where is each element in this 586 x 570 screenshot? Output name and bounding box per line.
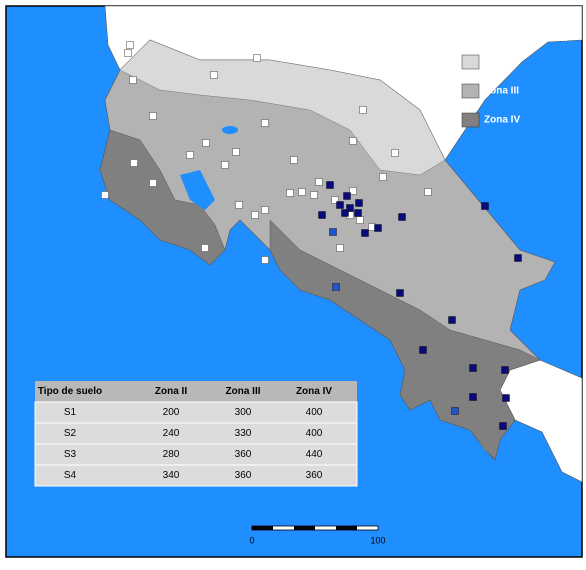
station-marker xyxy=(329,228,337,236)
station-marker xyxy=(126,41,134,49)
soil-table: Tipo de suelo Zona II Zona III Zona IV S1 200… xyxy=(34,381,358,487)
station-marker xyxy=(318,211,326,219)
table-cell: S3 xyxy=(64,449,77,460)
station-marker xyxy=(398,213,406,221)
scale-bar-seg xyxy=(294,526,315,530)
table-cell: 240 xyxy=(163,428,180,439)
scale-label: 100 xyxy=(370,535,385,545)
legend-swatch xyxy=(461,83,480,99)
station-marker xyxy=(355,199,363,207)
station-marker xyxy=(251,211,259,219)
station-marker xyxy=(341,209,349,217)
station-marker xyxy=(346,204,354,212)
station-marker xyxy=(336,244,344,252)
station-marker xyxy=(221,161,229,169)
station-marker xyxy=(290,156,298,164)
scale-bar-seg xyxy=(252,526,273,530)
legend-swatch xyxy=(461,54,480,70)
station-marker xyxy=(469,393,477,401)
table-cell: 200 xyxy=(163,407,180,418)
table-header: Zona IV xyxy=(296,386,332,397)
table-cell: 340 xyxy=(163,470,180,481)
station-marker xyxy=(349,137,357,145)
station-marker xyxy=(210,71,218,79)
station-marker xyxy=(261,119,269,127)
station-marker xyxy=(186,151,194,159)
table-header: Zona III xyxy=(226,386,261,397)
zone-ii xyxy=(119,39,446,176)
station-marker xyxy=(149,179,157,187)
scale-label: 0 xyxy=(249,535,254,545)
stations xyxy=(101,41,522,430)
station-marker xyxy=(501,366,509,374)
station-marker xyxy=(235,201,243,209)
station-marker xyxy=(149,112,157,120)
station-marker xyxy=(396,289,404,297)
station-marker xyxy=(469,364,477,372)
station-marker xyxy=(286,189,294,197)
station-marker xyxy=(331,196,339,204)
table-cell: 400 xyxy=(306,428,323,439)
legend-title: Zonificación Sísmica xyxy=(457,32,567,44)
table-cell: 400 xyxy=(306,407,323,418)
station-marker xyxy=(310,191,318,199)
table-cell: 360 xyxy=(306,470,323,481)
station-marker xyxy=(124,49,132,57)
station-marker xyxy=(232,148,240,156)
station-marker xyxy=(514,254,522,262)
table-header: Zona II xyxy=(155,386,187,397)
station-marker xyxy=(326,181,334,189)
station-marker xyxy=(202,139,210,147)
station-marker xyxy=(499,422,507,430)
legend-swatch xyxy=(461,112,480,128)
station-marker xyxy=(201,244,209,252)
station-marker xyxy=(379,173,387,181)
table-header: Tipo de suelo xyxy=(38,386,102,397)
table-row-bg xyxy=(34,464,358,487)
station-marker xyxy=(361,229,369,237)
table-cell: 360 xyxy=(235,470,252,481)
station-marker xyxy=(359,106,367,114)
station-marker xyxy=(374,224,382,232)
table-cell: S1 xyxy=(64,407,77,418)
legend-label: Zona III xyxy=(484,86,519,97)
scale-bar: 0 100 xyxy=(249,525,386,545)
legend-label: Zona II xyxy=(484,57,516,68)
station-marker xyxy=(356,216,364,224)
station-marker xyxy=(391,149,399,157)
station-marker xyxy=(451,407,459,415)
station-marker xyxy=(130,159,138,167)
scale-bar-seg xyxy=(336,526,357,530)
station-marker xyxy=(261,256,269,264)
station-marker xyxy=(448,316,456,324)
station-marker xyxy=(298,188,306,196)
gulf xyxy=(180,170,215,210)
table-cell: 440 xyxy=(306,449,323,460)
station-marker xyxy=(129,76,137,84)
table-cell: 280 xyxy=(163,449,180,460)
station-marker xyxy=(343,192,351,200)
table-cell: S4 xyxy=(64,470,77,481)
station-marker xyxy=(424,188,432,196)
station-marker xyxy=(261,206,269,214)
table-cell: 330 xyxy=(235,428,252,439)
table-cell: S2 xyxy=(64,428,77,439)
station-marker xyxy=(354,209,362,217)
station-marker xyxy=(253,54,261,62)
station-marker xyxy=(332,283,340,291)
legend-label: Zona IV xyxy=(484,115,520,126)
station-marker xyxy=(315,178,323,186)
station-marker xyxy=(101,191,109,199)
station-marker xyxy=(349,187,357,195)
table-header-bg xyxy=(35,381,357,402)
station-marker xyxy=(502,394,510,402)
table-cell: 300 xyxy=(235,407,252,418)
table-cell: 360 xyxy=(235,449,252,460)
station-marker xyxy=(419,346,427,354)
station-marker xyxy=(336,201,344,209)
station-marker xyxy=(481,202,489,210)
lake xyxy=(222,126,238,134)
